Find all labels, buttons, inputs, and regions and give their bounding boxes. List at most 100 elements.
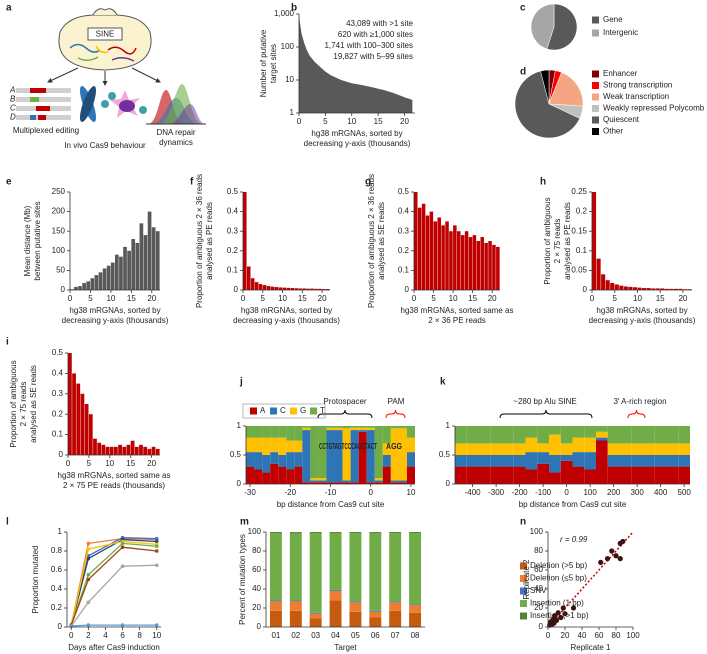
bar [673,288,678,290]
caption: dynamics [159,138,193,147]
point [154,549,159,553]
bar [118,444,122,455]
x-axis-label: decreasing y-axis (thousands) [304,139,411,148]
stacked-segment [289,600,302,602]
bar [246,266,251,290]
bar [254,282,259,290]
stacked-segment [326,426,335,428]
stacked-segment [326,430,335,483]
y-tick-label: 100 [52,246,66,255]
point [86,556,91,561]
stacked-segment [643,426,655,444]
x-tick-label: -300 [488,488,505,497]
point [562,611,568,617]
y-tick-label: 0.1 [227,266,239,275]
x-tick-label: 5 [87,459,92,468]
series-line [70,564,157,627]
x-tick-label: 15 [374,117,383,126]
x-tick-label: 10 [407,488,416,497]
x-tick-label: 80 [612,631,621,640]
stacked-segment [246,452,255,467]
stacked-segment [309,532,322,613]
x-tick-label: 15 [468,294,477,303]
stacked-segment [254,469,263,484]
bar [417,207,422,290]
x-tick-label: 15 [298,294,307,303]
stacked-segment [513,466,526,484]
bar [93,438,97,455]
x-tick-label: 20 [147,294,156,303]
stacked-segment [326,482,335,484]
stacked-segment [254,452,263,470]
stacked-segment [246,426,255,438]
stacked-segment [549,455,561,473]
stacked-segment [478,426,491,444]
stacked-segment [549,434,561,455]
row-label: D [10,113,16,122]
bar [314,288,318,290]
y-tick-label: 0.3 [398,226,410,235]
bar [318,288,322,290]
stacked-segment [302,482,311,484]
stacked-segment [525,437,538,453]
x-axis-label: Days after Cas9 induction [68,643,160,652]
bar [326,289,330,290]
bar [664,288,669,290]
y-tick-label: 0.4 [398,207,410,216]
legend-label: Other [603,127,623,136]
stacked-segment [631,443,643,455]
bar [109,446,114,455]
bar [86,281,91,290]
stacked-segment [584,426,596,438]
brace [385,409,406,419]
bar [637,287,642,290]
stacked-segment [389,532,402,602]
bar [610,282,615,290]
stacked-segment [596,426,608,432]
stacked-segment [254,437,263,453]
edit [36,106,50,111]
stacked-segment [455,443,467,455]
legend-label: Strong transcription [603,81,672,90]
bar [78,286,82,290]
bar [258,284,263,290]
pie-slice [540,69,550,105]
stacked-segment [262,426,271,438]
series-line [70,546,157,626]
stacked-segment [329,600,342,627]
x-tick-label: 02 [291,631,300,640]
x-tick-label: 100 [583,488,597,497]
stacked-segment [406,426,415,438]
bar [278,287,283,290]
bar [135,242,140,290]
bar [660,288,665,290]
bar [468,237,473,290]
legend-label: Weakly repressed Polycomb [603,104,705,113]
bar [134,446,139,455]
caption: In vivo Cas9 behaviour [64,141,146,150]
edit [30,97,39,102]
stacked-segment [270,452,279,464]
y-tick-label: 0 [59,450,64,459]
stacked-segment [262,437,271,455]
bar [302,288,306,290]
y-tick-label: 0.5 [439,450,451,459]
cas9 [119,100,135,112]
y-tick-label: 40 [534,584,543,593]
point [570,605,577,611]
y-axis-label: 2 × 75 reads [553,219,562,264]
bar [286,287,291,290]
stacked-segment [262,472,271,484]
pie-slice [546,3,578,51]
stacked-segment [619,466,632,484]
y-tick-label: 10 [285,75,294,84]
stacked-segment [525,426,538,438]
x-tick-label: 04 [331,631,340,640]
stacked-segment [654,426,667,444]
brace [499,409,593,419]
stacked-segment [369,532,382,611]
y-tick-label: 1 [446,421,451,430]
stacked-segment [525,469,538,484]
stacked-segment [389,602,402,611]
bar [270,286,275,290]
